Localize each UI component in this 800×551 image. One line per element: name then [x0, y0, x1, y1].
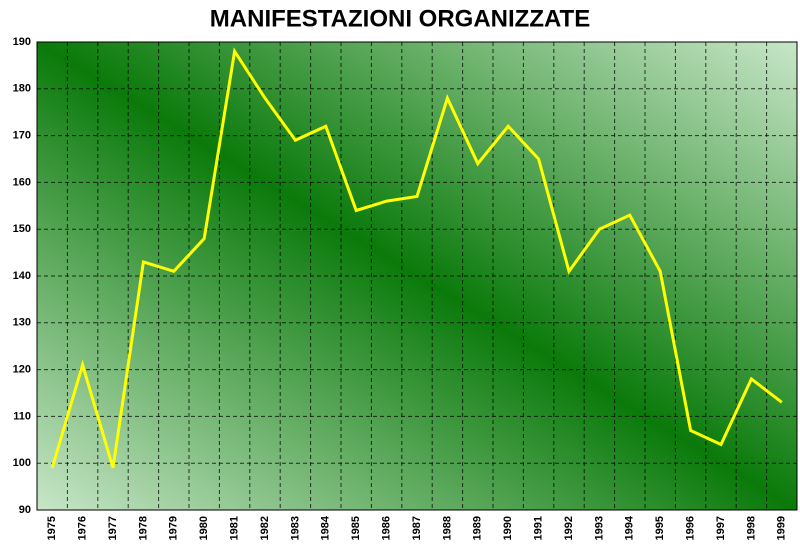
y-tick-label: 150 — [13, 223, 31, 235]
x-tick-label: 1976 — [77, 516, 89, 540]
x-tick-label: 1999 — [776, 516, 788, 540]
x-tick-label: 1984 — [320, 515, 332, 540]
x-tick-label: 1991 — [533, 516, 545, 540]
x-tick-label: 1988 — [441, 516, 453, 540]
x-tick-label: 1986 — [381, 516, 393, 540]
y-tick-label: 190 — [13, 36, 31, 48]
x-tick-label: 1990 — [502, 516, 514, 540]
y-tick-label: 170 — [13, 130, 31, 142]
x-tick-label: 1989 — [472, 516, 484, 540]
x-tick-label: 1980 — [198, 516, 210, 540]
y-tick-label: 100 — [13, 457, 31, 469]
x-tick-label: 1994 — [624, 515, 636, 540]
x-tick-label: 1979 — [168, 516, 180, 540]
y-tick-label: 160 — [13, 176, 31, 188]
x-tick-label: 1985 — [350, 516, 362, 540]
y-tick-label: 140 — [13, 270, 31, 282]
x-tick-label: 1993 — [593, 516, 605, 540]
y-tick-label: 120 — [13, 364, 31, 376]
x-tick-label: 1996 — [685, 516, 697, 540]
x-tick-label: 1982 — [259, 516, 271, 540]
y-tick-label: 130 — [13, 317, 31, 329]
x-tick-label: 1983 — [289, 516, 301, 540]
x-tick-label: 1981 — [229, 516, 241, 540]
x-tick-label: 1975 — [46, 516, 58, 540]
chart-title: MANIFESTAZIONI ORGANIZZATE — [210, 5, 590, 32]
data-line — [50, 47, 783, 469]
x-tick-label: 1978 — [137, 516, 149, 540]
x-tick-label: 1992 — [563, 516, 575, 540]
x-tick-label: 1998 — [745, 516, 757, 540]
y-tick-label: 90 — [19, 504, 31, 516]
x-tick-label: 1995 — [654, 516, 666, 540]
x-tick-label: 1997 — [715, 516, 727, 540]
y-tick-label: 110 — [13, 410, 31, 422]
x-tick-label: 1987 — [411, 516, 423, 540]
x-tick-label: 1977 — [107, 516, 119, 540]
y-tick-label: 180 — [13, 83, 31, 95]
